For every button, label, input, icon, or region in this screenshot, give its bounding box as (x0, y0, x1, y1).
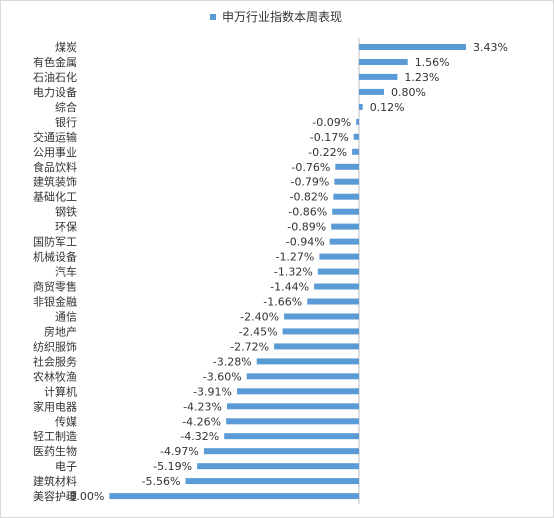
bar (314, 283, 359, 290)
bar (335, 163, 359, 170)
category-label: 商贸零售 (33, 280, 77, 294)
data-label: -5.56% (142, 475, 181, 488)
bar (359, 88, 384, 95)
category-label: 综合 (55, 100, 77, 114)
category-label: 电子 (55, 460, 77, 473)
bar (185, 478, 359, 485)
data-label: 1.23% (404, 71, 439, 84)
data-label: -1.66% (263, 296, 302, 309)
category-label: 汽车 (55, 265, 77, 279)
data-label: -3.60% (203, 370, 242, 383)
bar (333, 193, 359, 200)
bar (203, 448, 359, 455)
data-label: -2.40% (240, 311, 279, 324)
category-label: 基础化工 (33, 190, 77, 204)
category-label: 钢铁 (55, 206, 77, 219)
bar (359, 44, 466, 50)
data-label: -4.32% (180, 430, 219, 443)
category-label: 石油石化 (33, 70, 77, 84)
data-label: -8.00% (65, 490, 104, 503)
legend: 申万行业指数本周表现 (210, 9, 342, 25)
data-label: 3.43% (473, 41, 508, 54)
data-label: -0.79% (290, 176, 329, 189)
data-label: -0.22% (308, 146, 347, 159)
legend-swatch (210, 14, 216, 20)
data-label: -3.28% (213, 355, 252, 368)
bar (359, 103, 363, 110)
category-label: 纺织服饰 (33, 339, 77, 353)
category-label: 房地产 (44, 324, 77, 338)
bar (317, 268, 359, 275)
category-label: 轻工制造 (33, 429, 77, 443)
data-label: -0.89% (287, 221, 326, 234)
data-label: -3.91% (193, 385, 232, 398)
bar (359, 73, 398, 80)
bar (319, 253, 359, 260)
category-label: 银行 (55, 115, 77, 129)
bar (356, 118, 359, 125)
data-label: -4.26% (182, 415, 221, 428)
bar (284, 313, 359, 320)
data-label: -1.32% (274, 266, 313, 279)
category-label: 国防军工 (33, 235, 77, 249)
bar (329, 238, 359, 245)
legend-label: 申万行业指数本周表现 (222, 10, 343, 24)
category-label: 美容护理 (33, 489, 77, 503)
data-label: -0.82% (289, 191, 328, 204)
data-label: 0.80% (391, 86, 426, 99)
category-label: 电力设备 (33, 85, 77, 99)
bar (224, 433, 359, 440)
category-label: 家用电器 (33, 399, 77, 413)
data-label: -0.09% (312, 116, 351, 129)
data-label: -2.72% (230, 340, 269, 353)
category-label: 煤炭 (55, 41, 77, 54)
data-label: -4.97% (160, 445, 199, 458)
category-label: 公用事业 (33, 146, 77, 159)
category-label: 有色金属 (33, 55, 77, 69)
data-label: -0.86% (288, 206, 327, 219)
category-label: 机械设备 (33, 250, 77, 264)
category-label: 通信 (55, 311, 77, 324)
data-label: -0.94% (286, 236, 325, 249)
bar (197, 463, 359, 470)
data-label: 0.12% (370, 101, 405, 114)
bar (353, 133, 359, 140)
bar (256, 358, 359, 365)
category-label: 环保 (55, 220, 77, 234)
bar (359, 59, 408, 65)
category-label: 交通运输 (33, 130, 77, 144)
data-label: -0.17% (310, 131, 349, 144)
data-label: 1.56% (415, 56, 450, 69)
data-label: -0.76% (291, 161, 330, 174)
category-label: 医药生物 (33, 444, 77, 458)
data-label: -1.27% (275, 251, 314, 264)
bar (331, 223, 359, 230)
bar (334, 178, 359, 185)
data-label: -2.45% (239, 325, 278, 338)
bar (307, 298, 359, 305)
bar (237, 388, 359, 395)
category-label: 社会服务 (33, 354, 77, 368)
category-label: 非银金融 (33, 295, 77, 309)
bar (282, 328, 359, 335)
bar (274, 343, 359, 350)
bar (352, 148, 359, 155)
bar (109, 493, 360, 500)
bar (227, 403, 359, 410)
category-label: 计算机 (44, 384, 77, 398)
data-label: -1.44% (270, 281, 309, 294)
bar (226, 418, 359, 425)
category-label: 食品饮料 (33, 160, 77, 174)
category-label: 农林牧渔 (33, 369, 77, 383)
data-label: -4.23% (183, 400, 222, 413)
category-label: 建筑材料 (33, 474, 77, 488)
category-label: 建筑装饰 (33, 175, 77, 189)
category-label: 传媒 (55, 415, 77, 428)
bar (246, 373, 359, 380)
data-label: -5.19% (153, 460, 192, 473)
bar (332, 208, 359, 215)
